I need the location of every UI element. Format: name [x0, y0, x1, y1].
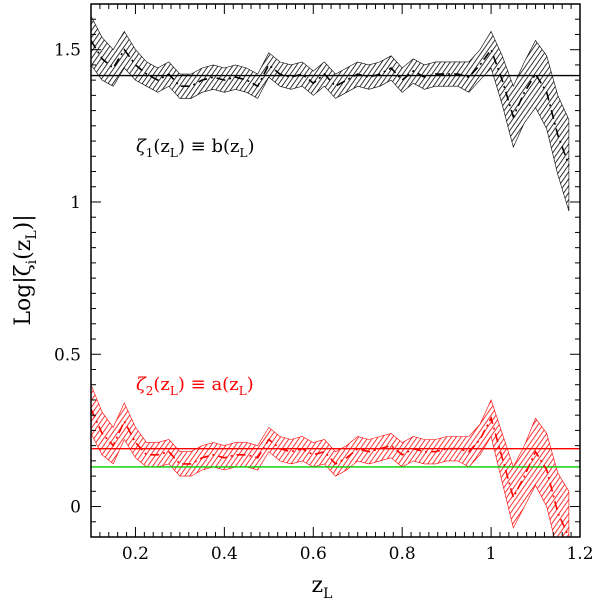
plot-frame — [90, 3, 581, 538]
x-ticks: 0.2 0.4 0.6 0.8 1 1.2 — [90, 4, 594, 564]
x-tick-label: 0.6 — [300, 544, 327, 564]
series-line-1 — [91, 40, 570, 166]
x-tick-label: 1.2 — [566, 544, 593, 564]
x-tick-label: 0.2 — [122, 544, 149, 564]
band-1 — [91, 16, 570, 212]
x-tick-label: 0.4 — [211, 544, 238, 564]
y-tick-label: 1 — [70, 193, 81, 213]
y-axis-label: Log|ζi(zL)| — [11, 214, 40, 325]
band-2 — [91, 384, 570, 537]
series-lines — [91, 40, 570, 537]
x-tick-label: 0.8 — [389, 544, 416, 564]
x-axis-label: zL — [312, 573, 333, 601]
y-ticks: 0 0.5 1 1.5 — [54, 3, 580, 538]
y-tick-label: 0.5 — [54, 345, 81, 365]
x-tick-label: 1 — [486, 544, 497, 564]
series-line-2 — [91, 408, 570, 537]
y-tick-label: 0 — [70, 498, 81, 518]
reference-lines — [91, 74, 580, 468]
y-tick-label: 1.5 — [54, 41, 81, 61]
annotation-zeta2: ζ2(zL) ≡ a(zL) — [136, 374, 254, 398]
uncertainty-bands — [91, 16, 570, 537]
annotation-zeta1: ζ1(zL) ≡ b(zL) — [136, 136, 254, 160]
